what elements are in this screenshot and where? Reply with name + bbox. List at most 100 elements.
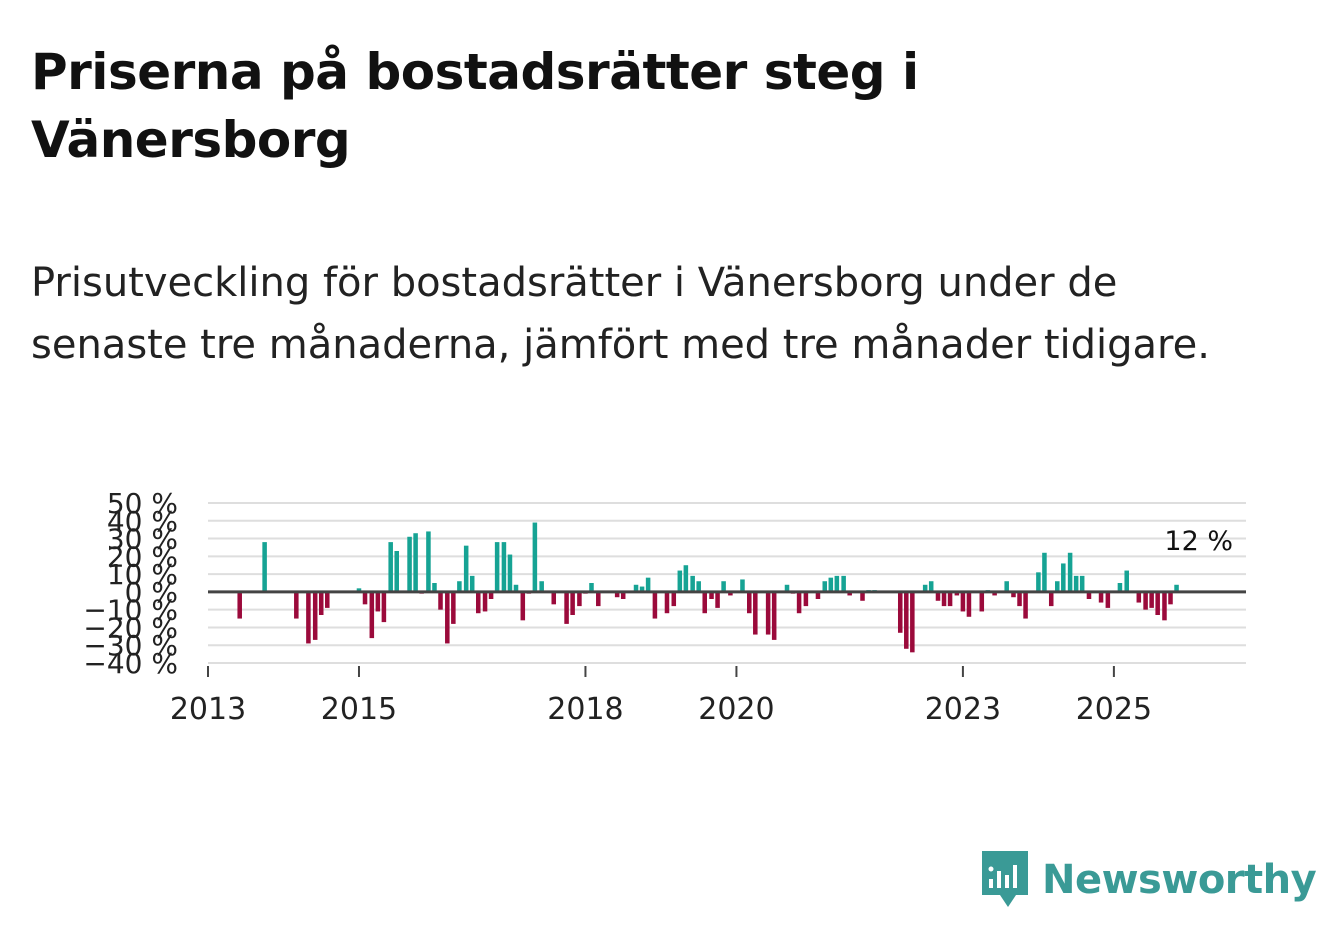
bar <box>438 591 443 610</box>
bar <box>463 545 469 592</box>
bar <box>1042 552 1047 592</box>
bar <box>822 581 828 592</box>
bar <box>620 591 626 599</box>
bar <box>1036 572 1041 592</box>
bar <box>381 591 387 623</box>
bar <box>1162 591 1167 621</box>
x-tick-label: 2025 <box>1076 692 1152 727</box>
bar <box>992 591 997 596</box>
bar <box>721 581 726 592</box>
bar <box>904 591 909 649</box>
bar <box>589 583 594 592</box>
bar <box>639 586 645 592</box>
bar <box>407 536 412 592</box>
bar <box>671 591 677 607</box>
bar <box>237 591 242 619</box>
bar <box>369 591 375 639</box>
bar <box>960 591 966 612</box>
x-tick-label: 2015 <box>321 692 397 727</box>
bar <box>1004 581 1009 592</box>
bar <box>935 591 941 601</box>
bar <box>828 577 834 592</box>
bar <box>702 591 707 614</box>
bar <box>394 551 399 592</box>
bar <box>803 591 809 607</box>
bar <box>451 591 456 624</box>
bar <box>494 542 500 592</box>
bar <box>690 575 695 592</box>
bar <box>375 591 381 612</box>
bar <box>1055 581 1060 592</box>
latest-value-label: 12 % <box>1164 526 1233 557</box>
bar <box>847 591 852 596</box>
bar <box>922 584 928 592</box>
bar <box>482 591 488 612</box>
bar <box>488 591 494 599</box>
bar <box>715 591 720 608</box>
bar <box>1061 563 1066 592</box>
bar <box>1067 552 1073 592</box>
bar <box>432 583 437 592</box>
bar <box>1124 570 1129 592</box>
newsworthy-logo-text: Newsworthy <box>1042 857 1317 903</box>
bar <box>784 584 790 592</box>
bar <box>457 581 462 592</box>
bar <box>1105 591 1111 608</box>
bar <box>469 575 475 592</box>
y-tick-label: −10 % <box>83 594 178 627</box>
y-tick-label: 0 % <box>125 576 178 609</box>
y-tick-label: 10 % <box>107 558 178 591</box>
y-tick-label: 40 % <box>107 505 178 538</box>
bar <box>753 591 758 635</box>
newsworthy-logo: Newsworthy <box>980 848 1317 912</box>
bar <box>834 575 840 592</box>
bar <box>507 554 513 592</box>
bar <box>539 581 544 592</box>
bar <box>388 542 393 592</box>
bar <box>362 591 368 605</box>
y-tick-label: 20 % <box>107 540 178 573</box>
bar <box>815 591 821 599</box>
bar <box>413 533 418 592</box>
y-tick-label: 50 % <box>107 487 178 520</box>
bar <box>501 542 507 592</box>
bar <box>1136 591 1142 603</box>
bar <box>1073 575 1079 592</box>
bar <box>796 591 802 614</box>
bar <box>564 591 569 624</box>
bar <box>954 591 960 596</box>
chart-subtitle: Prisutveckling för bostadsrätter i Väner… <box>31 260 1210 368</box>
bar <box>294 591 299 619</box>
y-tick-label: −30 % <box>83 629 178 662</box>
bar <box>645 577 651 592</box>
bar <box>475 591 481 614</box>
x-tick-label: 2013 <box>170 692 246 727</box>
bar <box>771 591 777 640</box>
x-tick-label: 2020 <box>698 692 774 727</box>
bar <box>306 591 311 644</box>
bar <box>677 570 683 592</box>
x-tick-label: 2018 <box>547 692 623 727</box>
bar <box>841 575 846 592</box>
bar <box>520 591 526 621</box>
bar <box>1086 591 1092 599</box>
bar-series <box>237 522 1179 653</box>
bar <box>426 531 431 592</box>
y-tick-label: −20 % <box>83 611 178 644</box>
bar <box>551 591 557 605</box>
bar <box>1079 575 1085 592</box>
y-tick-label: 30 % <box>107 523 178 556</box>
bar <box>1117 583 1123 592</box>
bar <box>740 579 745 592</box>
bar <box>1149 591 1154 608</box>
bar <box>1155 591 1160 615</box>
newsworthy-logo-icon <box>982 851 1028 907</box>
x-axis: 2013 2015 2018 2020 2023 2025 <box>170 666 1152 727</box>
bar <box>356 588 362 592</box>
bar <box>325 591 330 608</box>
bar <box>513 584 519 592</box>
bar <box>928 581 934 592</box>
bar <box>614 591 620 598</box>
x-tick-label: 2023 <box>925 692 1001 727</box>
bar <box>1098 591 1104 603</box>
